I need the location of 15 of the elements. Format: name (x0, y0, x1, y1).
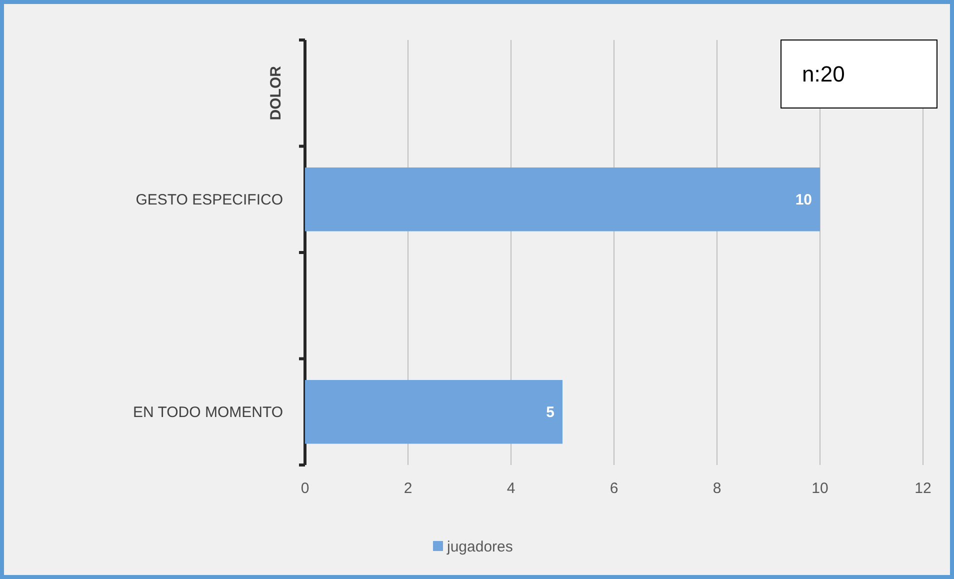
x-tick-label: 10 (812, 480, 828, 497)
y-tick-label: GESTO ESPECIFICO (136, 192, 283, 209)
legend-label: jugadores (446, 538, 513, 556)
y-axis-title: DOLOR (267, 66, 284, 120)
x-tick-label: 12 (914, 480, 932, 497)
x-tick-label: 2 (404, 480, 412, 497)
x-tick-label: 0 (300, 480, 310, 497)
y-tick-label: EN TODO MOMENTO (132, 404, 283, 422)
x-tick-label: 8 (712, 480, 722, 497)
x-tick-label: 6 (610, 480, 618, 497)
x-tick-label: 4 (506, 480, 516, 497)
data-label: 10 (795, 192, 812, 209)
annotation: n:20 (802, 62, 845, 87)
text-box: n:20 (780, 40, 938, 108)
data-label: 5 (546, 404, 554, 422)
